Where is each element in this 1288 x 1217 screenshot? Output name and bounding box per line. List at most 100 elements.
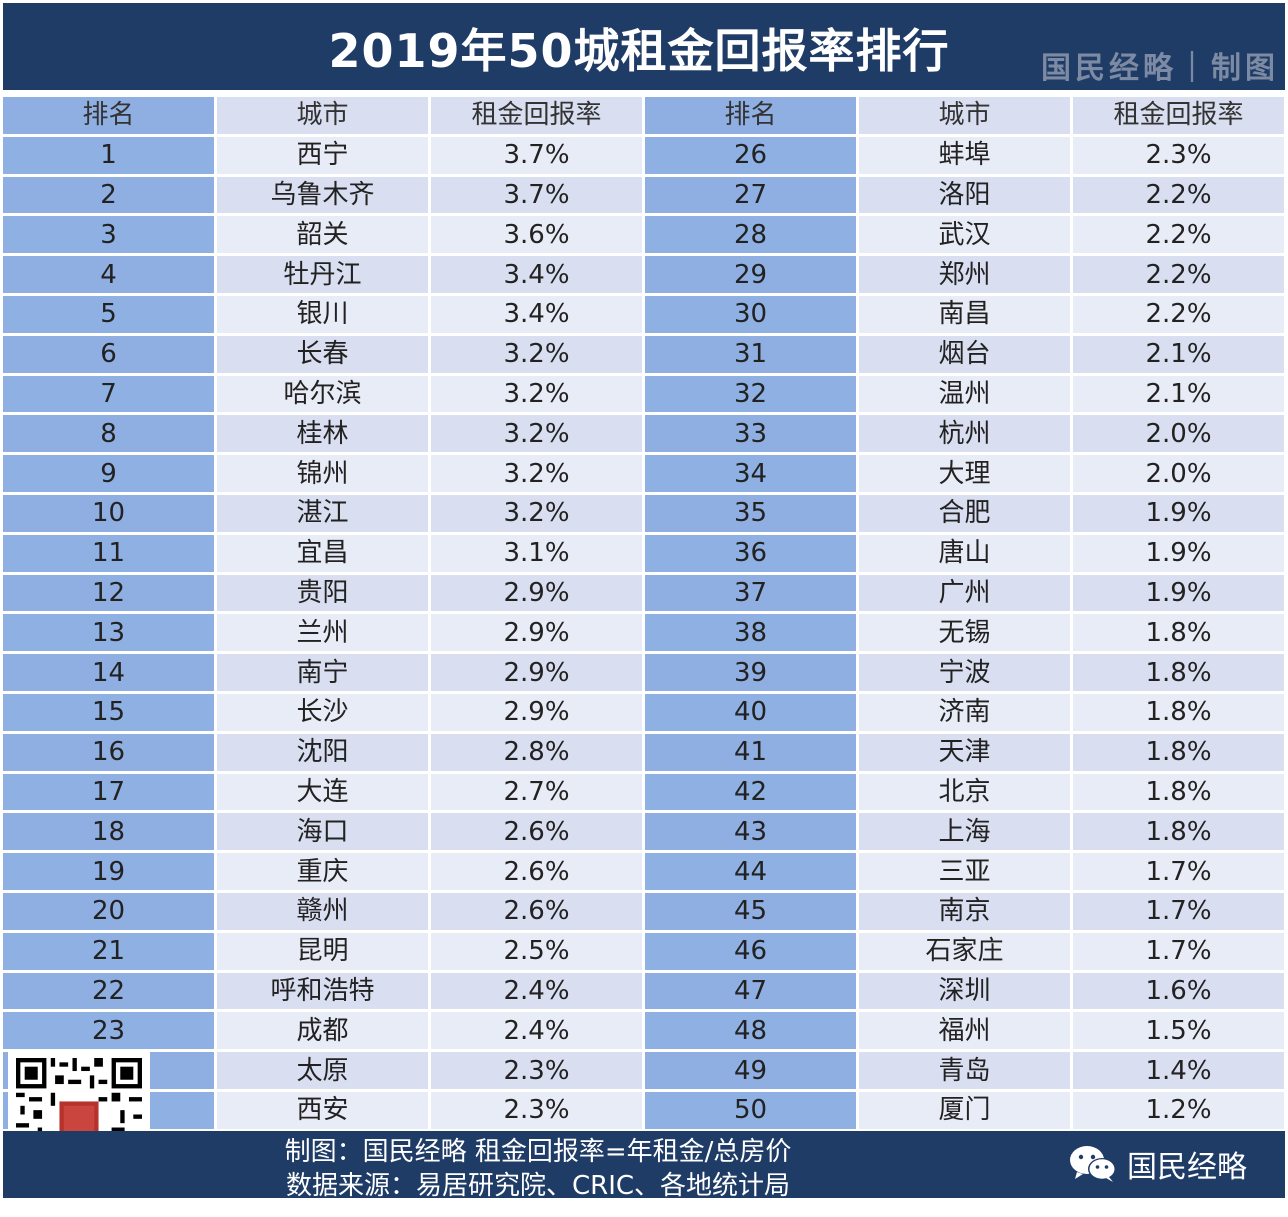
rate-cell: 1.8% <box>1073 614 1284 652</box>
city-cell: 长沙 <box>217 693 428 731</box>
city-cell: 成都 <box>217 1012 428 1050</box>
brand-mark: 国民经略｜制图 <box>1041 51 1279 86</box>
city-cell: 长春 <box>217 335 428 373</box>
footer-source: 数据来源：易居研究院、CRIC、各地统计局 <box>285 1171 791 1201</box>
rank-cell: 5 <box>3 295 214 333</box>
rank-cell: 17 <box>3 773 214 811</box>
city-cell: 深圳 <box>859 972 1070 1010</box>
table-row: 太原 2.3% 49 青岛 1.4% <box>3 1052 1284 1089</box>
rank-cell: 37 <box>645 574 856 612</box>
rate-cell: 1.7% <box>1073 853 1284 890</box>
rank-cell: 1 <box>3 136 214 174</box>
city-cell: 锦州 <box>217 455 428 492</box>
city-cell: 杭州 <box>859 415 1070 453</box>
rate-cell: 2.5% <box>431 932 642 970</box>
rate-cell: 2.2% <box>1073 176 1284 214</box>
table-row: 23 成都 2.4% 48 福州 1.5% <box>3 1012 1284 1050</box>
rate-cell: 2.0% <box>1073 455 1284 492</box>
rank-cell: 21 <box>3 932 214 970</box>
rate-cell: 3.2% <box>431 455 642 492</box>
rank-cell: 6 <box>3 335 214 373</box>
rate-cell: 1.9% <box>1073 494 1284 532</box>
rank-cell: 8 <box>3 415 214 453</box>
rate-cell: 1.7% <box>1073 932 1284 970</box>
table-row: 16 沈阳 2.8% 41 天津 1.8% <box>3 733 1284 771</box>
rank-cell: 34 <box>645 455 856 492</box>
rank-cell: 43 <box>645 813 856 851</box>
rank-cell: 12 <box>3 574 214 612</box>
city-cell: 西安 <box>217 1091 428 1129</box>
rate-cell: 1.7% <box>1073 892 1284 930</box>
table-row: 1 西宁 3.7% 26 蚌埠 2.3% <box>3 136 1284 174</box>
rate-cell: 2.0% <box>1073 415 1284 453</box>
city-cell: 兰州 <box>217 614 428 652</box>
rank-cell: 3 <box>3 216 214 254</box>
table-row: 6 长春 3.2% 31 烟台 2.1% <box>3 335 1284 373</box>
rate-cell: 1.8% <box>1073 773 1284 811</box>
rate-cell: 3.7% <box>431 136 642 174</box>
city-cell: 西宁 <box>217 136 428 174</box>
city-cell: 烟台 <box>859 335 1070 373</box>
rank-cell: 30 <box>645 295 856 333</box>
city-cell: 蚌埠 <box>859 136 1070 174</box>
city-cell: 宁波 <box>859 654 1070 691</box>
wechat-account: 国民经略 <box>1069 1142 1247 1186</box>
rank-cell: 27 <box>645 176 856 214</box>
footer-banner: 制图：国民经略 租金回报率=年租金/总房价 数据来源：易居研究院、CRIC、各地… <box>3 1131 1285 1201</box>
table-row: 19 重庆 2.6% 44 三亚 1.7% <box>3 853 1284 890</box>
rank-cell: 2 <box>3 176 214 214</box>
rank-cell: 7 <box>3 375 214 413</box>
city-cell: 呼和浩特 <box>217 972 428 1010</box>
rate-cell: 2.1% <box>1073 335 1284 373</box>
column-header-rank-2: 排名 <box>645 97 856 134</box>
city-cell: 南宁 <box>217 654 428 691</box>
city-cell: 太原 <box>217 1052 428 1089</box>
table-row: 18 海口 2.6% 43 上海 1.8% <box>3 813 1284 851</box>
city-cell: 郑州 <box>859 256 1070 293</box>
city-cell: 福州 <box>859 1012 1070 1050</box>
table-row: 8 桂林 3.2% 33 杭州 2.0% <box>3 415 1284 453</box>
city-cell: 武汉 <box>859 216 1070 254</box>
rank-cell: 45 <box>645 892 856 930</box>
rate-cell: 1.2% <box>1073 1091 1284 1129</box>
rate-cell: 2.9% <box>431 614 642 652</box>
rate-cell: 3.1% <box>431 534 642 572</box>
city-cell: 大理 <box>859 455 1070 492</box>
rank-cell: 35 <box>645 494 856 532</box>
rate-cell: 3.6% <box>431 216 642 254</box>
city-cell: 无锡 <box>859 614 1070 652</box>
rate-cell: 2.2% <box>1073 295 1284 333</box>
rate-cell: 1.8% <box>1073 733 1284 771</box>
table-row: 4 牡丹江 3.4% 29 郑州 2.2% <box>3 256 1284 293</box>
rank-cell: 39 <box>645 654 856 691</box>
city-cell: 唐山 <box>859 534 1070 572</box>
city-cell: 大连 <box>217 773 428 811</box>
rank-cell: 22 <box>3 972 214 1010</box>
rank-cell: 42 <box>645 773 856 811</box>
city-cell: 昆明 <box>217 932 428 970</box>
rate-cell: 2.9% <box>431 693 642 731</box>
rank-cell: 16 <box>3 733 214 771</box>
city-cell: 湛江 <box>217 494 428 532</box>
rate-cell: 1.8% <box>1073 654 1284 691</box>
rank-cell: 26 <box>645 136 856 174</box>
rank-cell: 18 <box>3 813 214 851</box>
city-cell: 广州 <box>859 574 1070 612</box>
table-row: 17 大连 2.7% 42 北京 1.8% <box>3 773 1284 811</box>
rank-cell: 15 <box>3 693 214 731</box>
rank-cell: 32 <box>645 375 856 413</box>
rank-cell: 11 <box>3 534 214 572</box>
city-cell: 厦门 <box>859 1091 1070 1129</box>
rank-cell: 10 <box>3 494 214 532</box>
city-cell: 三亚 <box>859 853 1070 890</box>
table-row: 11 宜昌 3.1% 36 唐山 1.9% <box>3 534 1284 572</box>
table-row: 5 银川 3.4% 30 南昌 2.2% <box>3 295 1284 333</box>
rate-cell: 2.7% <box>431 773 642 811</box>
city-cell: 牡丹江 <box>217 256 428 293</box>
rate-cell: 2.4% <box>431 972 642 1010</box>
rate-cell: 3.2% <box>431 494 642 532</box>
city-cell: 哈尔滨 <box>217 375 428 413</box>
rate-cell: 2.6% <box>431 853 642 890</box>
table-row: 14 南宁 2.9% 39 宁波 1.8% <box>3 654 1284 691</box>
rank-cell: 41 <box>645 733 856 771</box>
